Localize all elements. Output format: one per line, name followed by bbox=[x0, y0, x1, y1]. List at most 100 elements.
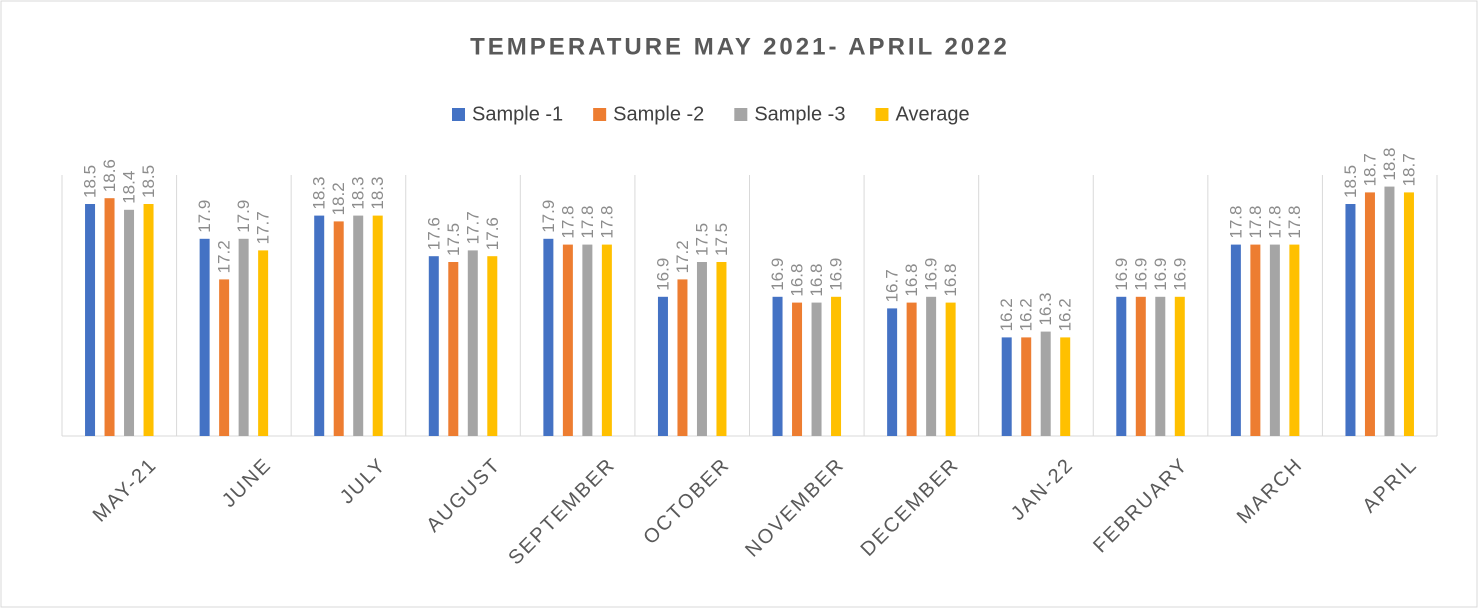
bar bbox=[1384, 186, 1395, 436]
value-label: 17.7 bbox=[463, 211, 482, 244]
bar bbox=[238, 238, 249, 436]
value-label: 17.7 bbox=[254, 211, 273, 244]
bar bbox=[143, 204, 154, 436]
value-label: 17.5 bbox=[692, 223, 711, 256]
value-label: 18.3 bbox=[349, 177, 368, 210]
bar bbox=[1250, 244, 1261, 436]
bar bbox=[562, 244, 573, 436]
bar bbox=[1174, 296, 1185, 436]
value-label: 17.8 bbox=[1246, 206, 1265, 239]
value-label: 17.8 bbox=[578, 206, 597, 239]
legend-swatch bbox=[593, 108, 607, 121]
bar bbox=[353, 215, 364, 436]
bar bbox=[906, 302, 917, 436]
bar bbox=[372, 215, 383, 436]
bar bbox=[1403, 192, 1414, 436]
legend-swatch bbox=[734, 108, 748, 121]
value-label: 18.3 bbox=[310, 177, 329, 210]
bar bbox=[831, 296, 842, 436]
value-label: 17.9 bbox=[234, 200, 253, 233]
bar bbox=[1289, 244, 1300, 436]
bar bbox=[1345, 204, 1356, 436]
bar bbox=[945, 302, 956, 436]
bar bbox=[1155, 296, 1166, 436]
bar bbox=[1040, 331, 1051, 436]
legend-label: Sample -3 bbox=[754, 103, 845, 125]
value-label: 16.9 bbox=[1112, 258, 1131, 291]
bar bbox=[487, 256, 498, 436]
value-label: 16.9 bbox=[922, 258, 941, 291]
bar bbox=[428, 256, 439, 436]
value-label: 18.7 bbox=[1360, 153, 1379, 186]
value-label: 17.6 bbox=[483, 217, 502, 250]
bar bbox=[199, 238, 210, 436]
bar bbox=[601, 244, 612, 436]
value-label: 17.8 bbox=[1265, 206, 1284, 239]
value-label: 18.3 bbox=[368, 177, 387, 210]
legend-label: Sample -1 bbox=[472, 103, 563, 125]
bar bbox=[716, 262, 727, 436]
bar bbox=[1135, 296, 1146, 436]
legend-swatch bbox=[452, 108, 465, 121]
legend-swatch bbox=[875, 108, 889, 121]
value-label: 16.9 bbox=[768, 258, 787, 291]
bar bbox=[333, 221, 344, 436]
value-label: 16.9 bbox=[827, 258, 846, 291]
value-label: 17.9 bbox=[195, 200, 214, 233]
bar bbox=[811, 302, 822, 436]
bar bbox=[448, 262, 459, 436]
bar bbox=[772, 296, 783, 436]
value-label: 16.8 bbox=[941, 264, 960, 297]
bar bbox=[1060, 337, 1071, 436]
bar bbox=[543, 238, 554, 436]
value-label: 17.9 bbox=[539, 200, 558, 233]
bar bbox=[1001, 337, 1012, 436]
value-label: 16.9 bbox=[1151, 258, 1170, 291]
bar bbox=[219, 279, 230, 436]
value-label: 16.9 bbox=[1131, 258, 1150, 291]
value-label: 17.8 bbox=[558, 206, 577, 239]
bar bbox=[887, 308, 898, 436]
bar bbox=[314, 215, 325, 436]
bar bbox=[124, 209, 135, 436]
bar bbox=[258, 250, 269, 436]
value-label: 17.8 bbox=[1285, 206, 1304, 239]
value-label: 18.4 bbox=[120, 171, 139, 204]
bar bbox=[1021, 337, 1032, 436]
legend-label: Sample -2 bbox=[613, 103, 704, 125]
bar bbox=[1116, 296, 1127, 436]
bar bbox=[85, 204, 96, 436]
value-label: 18.5 bbox=[1341, 165, 1360, 198]
value-label: 16.9 bbox=[1170, 258, 1189, 291]
value-label: 17.5 bbox=[444, 223, 463, 256]
bar bbox=[467, 250, 478, 436]
bar bbox=[1230, 244, 1241, 436]
value-label: 17.2 bbox=[673, 240, 692, 273]
bar bbox=[657, 296, 668, 436]
value-label: 17.6 bbox=[424, 217, 443, 250]
value-label: 16.2 bbox=[997, 298, 1016, 331]
value-label: 17.8 bbox=[1226, 206, 1245, 239]
value-label: 18.5 bbox=[139, 165, 158, 198]
value-label: 18.8 bbox=[1380, 148, 1399, 181]
value-label: 18.5 bbox=[81, 165, 100, 198]
legend-label: Average bbox=[895, 103, 969, 125]
value-label: 18.6 bbox=[100, 159, 119, 192]
value-label: 18.2 bbox=[329, 182, 348, 215]
bar bbox=[677, 279, 688, 436]
bar bbox=[792, 302, 803, 436]
value-label: 16.2 bbox=[1017, 298, 1036, 331]
value-label: 16.8 bbox=[902, 264, 921, 297]
bar bbox=[582, 244, 593, 436]
value-label: 16.8 bbox=[807, 264, 826, 297]
value-label: 17.2 bbox=[215, 240, 234, 273]
value-label: 18.7 bbox=[1399, 153, 1418, 186]
value-label: 17.5 bbox=[712, 223, 731, 256]
bar bbox=[1364, 192, 1375, 436]
value-label: 17.8 bbox=[597, 206, 616, 239]
value-label: 16.2 bbox=[1056, 298, 1075, 331]
bar bbox=[926, 296, 937, 436]
bar bbox=[1269, 244, 1280, 436]
bar bbox=[696, 262, 707, 436]
